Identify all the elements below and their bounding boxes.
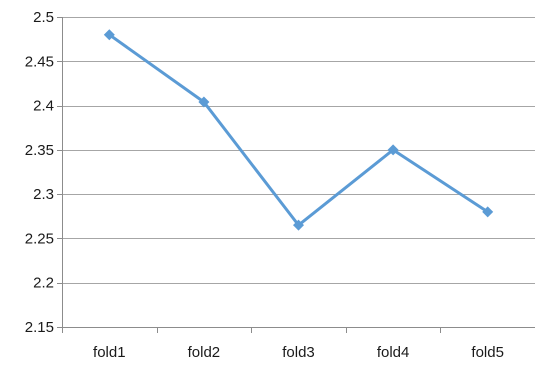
- y-tick-label: 2.45: [25, 53, 54, 70]
- gridlines: [62, 17, 535, 284]
- y-tick-label: 2.3: [33, 186, 54, 203]
- data-series: [103, 29, 494, 231]
- series-line: [107, 33, 490, 227]
- data-point-marker: [293, 219, 304, 231]
- data-point-marker: [103, 29, 115, 41]
- y-tick-labels: 2.15 2.2 2.25 2.3 2.35 2.4 2.45 2.5: [25, 9, 54, 336]
- data-point-marker: [198, 96, 210, 108]
- x-tick-label: fold1: [93, 344, 126, 361]
- y-tick-label: 2.15: [25, 319, 54, 336]
- y-tick-label: 2.25: [25, 230, 54, 247]
- y-tick-label: 2.4: [33, 98, 54, 115]
- x-tick-labels: fold1 fold2 fold3 fold4 fold5: [93, 344, 504, 361]
- y-tick-label: 2.35: [25, 142, 54, 159]
- x-tick-label: fold3: [282, 344, 315, 361]
- x-tick-label: fold5: [471, 344, 504, 361]
- y-tick-label: 2.5: [33, 9, 54, 26]
- y-tick-label: 2.2: [33, 275, 54, 292]
- x-tick-label: fold4: [377, 344, 410, 361]
- data-point-marker: [482, 206, 494, 218]
- x-tick-label: fold2: [188, 344, 221, 361]
- axes: [57, 17, 535, 333]
- data-point-marker: [387, 144, 399, 156]
